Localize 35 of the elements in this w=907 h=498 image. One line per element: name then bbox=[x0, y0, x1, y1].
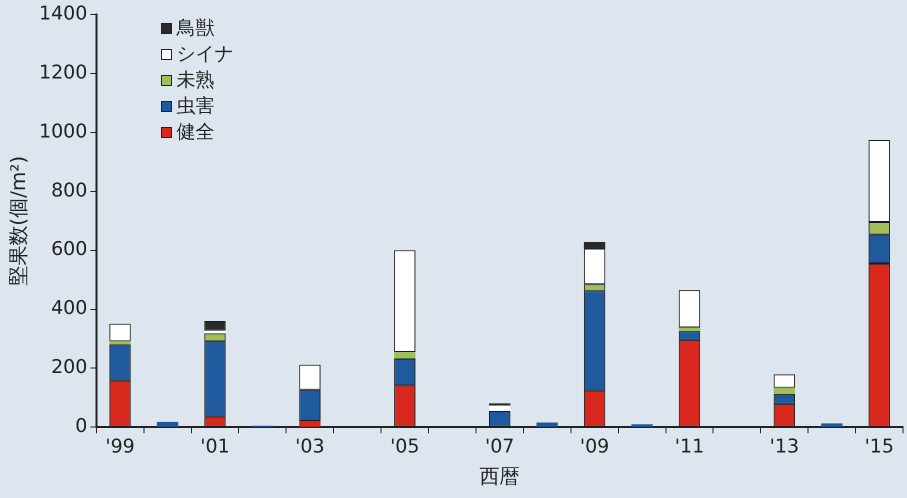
legend-label: 未熟 bbox=[176, 68, 214, 92]
bar bbox=[394, 352, 416, 358]
x-tick-label: '01 bbox=[200, 436, 230, 458]
y-axis-title: 堅果数(個/m²) bbox=[6, 156, 30, 286]
legend-label: シイナ bbox=[176, 42, 234, 66]
legend-label: 鳥獣 bbox=[176, 16, 214, 40]
x-tick-label: '07 bbox=[484, 436, 514, 458]
legend-label: 虫害 bbox=[176, 94, 214, 118]
bar bbox=[678, 328, 700, 332]
x-tick-label: '11 bbox=[674, 436, 704, 458]
bar bbox=[299, 421, 321, 427]
bar bbox=[109, 341, 131, 344]
bar bbox=[156, 422, 178, 427]
bar bbox=[821, 423, 842, 427]
y-tick-label: 800 bbox=[51, 179, 88, 202]
bar bbox=[584, 242, 606, 249]
y-tick-label: 200 bbox=[51, 356, 88, 378]
x-axis-title: 西暦 bbox=[480, 464, 520, 488]
x-tick-label: '05 bbox=[390, 436, 420, 458]
y-tick-label: 0 bbox=[75, 415, 88, 438]
bar bbox=[204, 330, 226, 334]
x-tick-label: '15 bbox=[864, 436, 894, 458]
y-tick-label: 1200 bbox=[38, 61, 88, 84]
x-tick-label: '09 bbox=[580, 436, 610, 458]
x-tick-label: '03 bbox=[295, 436, 325, 458]
bar bbox=[774, 388, 796, 394]
x-tick-label: '99 bbox=[105, 436, 135, 458]
bar bbox=[536, 422, 558, 427]
y-tick-label: 400 bbox=[51, 297, 88, 320]
y-tick-label: 1400 bbox=[38, 2, 88, 24]
legend-label: 健全 bbox=[176, 120, 214, 144]
x-tick-label: '13 bbox=[770, 436, 800, 458]
bar bbox=[489, 406, 510, 411]
y-tick-label: 600 bbox=[51, 238, 88, 260]
y-tick-label: 1000 bbox=[38, 120, 88, 142]
